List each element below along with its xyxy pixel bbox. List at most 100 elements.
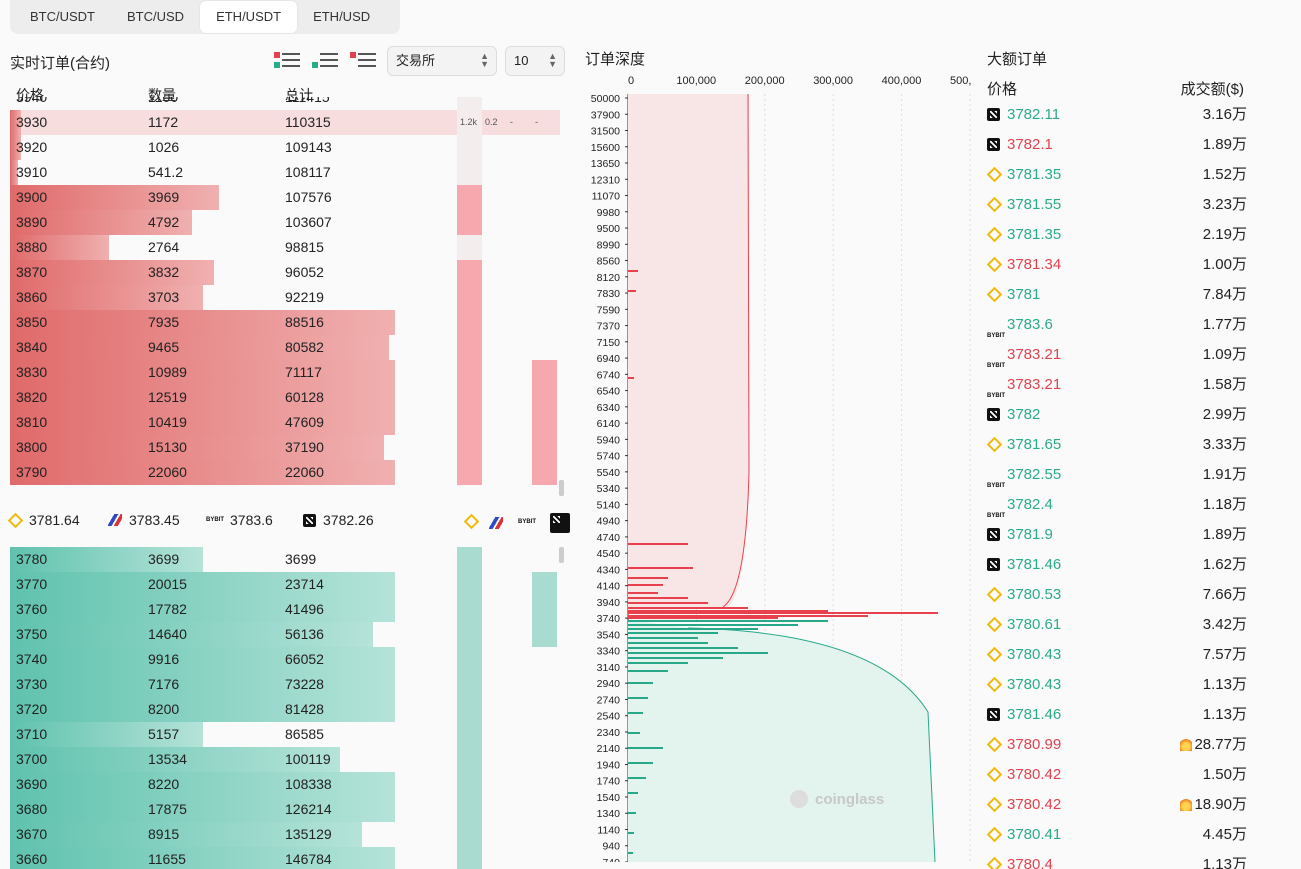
large-order-row[interactable]: 3781.55 3.23万: [986, 190, 1247, 220]
bid-row[interactable]: 3660 11655 146784: [10, 847, 560, 869]
amount-text: 1.13万: [1202, 856, 1247, 869]
bid-row[interactable]: 3780 3699 3699: [10, 547, 560, 572]
bid-depth-bar: [628, 670, 668, 672]
large-order-row[interactable]: 3781.9 1.89万: [987, 520, 1247, 550]
large-order-amount: 1.58万: [1203, 370, 1247, 400]
y-tick-label: 6340: [597, 402, 621, 414]
ask-row[interactable]: 3850 7935 88516: [10, 310, 560, 335]
ask-price: 3900: [16, 189, 48, 205]
coinbase-icon[interactable]: [489, 517, 503, 529]
ask-row[interactable]: 3920 1026 109143: [10, 135, 560, 160]
view-asks-icon[interactable]: [350, 50, 376, 70]
ask-row[interactable]: 3790 22060 22060: [10, 460, 560, 485]
ask-qty: 1026: [148, 139, 180, 155]
y-tick-label: 8120: [597, 272, 621, 284]
ask-row[interactable]: 3930 1172 110315 1.2k 0.2 - -: [10, 110, 560, 135]
view-bids-icon[interactable]: [312, 50, 338, 70]
bid-row[interactable]: 3680 17875 126214: [10, 797, 560, 822]
binance-icon[interactable]: [463, 513, 480, 530]
ask-row[interactable]: 3830 10989 71117: [10, 360, 560, 385]
ask-scrollbar[interactable]: [559, 480, 564, 496]
ask-row[interactable]: 3880 2764 98815: [10, 235, 560, 260]
bybit-icon[interactable]: BYBIT: [518, 519, 536, 525]
bid-total: 86585: [285, 726, 324, 742]
tab-btc-usdt[interactable]: BTC/USDT: [30, 9, 95, 24]
large-order-row[interactable]: 3781 7.84万: [986, 280, 1247, 310]
ask-history-cell: [532, 410, 557, 435]
amount-text: 1.89万: [1202, 136, 1247, 153]
bid-row[interactable]: 3690 8220 108338: [10, 772, 560, 797]
view-both-icon[interactable]: [274, 50, 300, 70]
ask-row[interactable]: 3940 1100 111415: [10, 97, 560, 110]
binance-icon: [986, 286, 1003, 303]
bid-row[interactable]: 3760 17782 41496: [10, 597, 560, 622]
bid-row[interactable]: 3770 20015 23714: [10, 572, 560, 597]
large-order-row[interactable]: 3780.4 1.13万: [986, 850, 1247, 869]
large-order-row[interactable]: BYBIT 3783.6 1.77万: [987, 310, 1247, 340]
bid-depth-bar: [628, 628, 758, 630]
tab-btc-usd[interactable]: BTC/USD: [127, 9, 185, 24]
tab-eth-usdt[interactable]: ETH/USDT: [200, 1, 298, 33]
large-order-price: 3782: [1007, 406, 1041, 423]
large-order-row[interactable]: 3780.43 7.57万: [986, 640, 1247, 670]
bid-depth-bar: [628, 792, 638, 794]
large-order-row[interactable]: 3782.1 1.89万: [987, 130, 1247, 160]
y-tick-label: 1740: [597, 776, 621, 788]
orderbook-title: 实时订单(合约): [10, 55, 110, 72]
exchange-select[interactable]: 交易所 ▲ ▼: [387, 46, 497, 76]
x-tick-label: 300,000: [813, 75, 853, 87]
ask-row[interactable]: 3900 3969 107576: [10, 185, 560, 210]
large-order-row[interactable]: 3781.35 2.19万: [986, 220, 1247, 250]
bid-row[interactable]: 3750 14640 56136: [10, 622, 560, 647]
exchange-filter: BYBIT: [463, 513, 577, 533]
bid-depth-bar: [628, 624, 798, 626]
bid-row[interactable]: 3700 13534 100119: [10, 747, 560, 772]
bid-row[interactable]: 3720 8200 81428: [10, 697, 560, 722]
ask-row[interactable]: 3910 541.2 108117: [10, 160, 560, 185]
large-order-row[interactable]: BYBIT 3783.21 1.09万: [987, 340, 1247, 370]
okx-icon[interactable]: [550, 513, 570, 533]
large-order-row[interactable]: 3780.41 4.45万: [986, 820, 1247, 850]
bid-scrollbar[interactable]: [559, 547, 564, 563]
ask-row[interactable]: 3890 4792 103607: [10, 210, 560, 235]
large-order-row[interactable]: 3782.11 3.16万: [987, 100, 1247, 130]
ask-row[interactable]: 3870 3832 96052: [10, 260, 560, 285]
ask-depth-bar: [10, 285, 203, 310]
bid-row[interactable]: 3730 7176 73228: [10, 672, 560, 697]
bid-row[interactable]: 3670 8915 135129: [10, 822, 560, 847]
large-order-row[interactable]: 3780.99 28.77万: [986, 730, 1247, 760]
ask-total: 108117: [285, 164, 331, 180]
large-order-row[interactable]: 3781.65 3.33万: [986, 430, 1247, 460]
tab-eth-usd[interactable]: ETH/USD: [313, 9, 371, 24]
ask-row[interactable]: 3840 9465 80582: [10, 335, 560, 360]
ask-row[interactable]: 3810 10419 47609: [10, 410, 560, 435]
ask-history-cell: [532, 360, 557, 385]
ask-row[interactable]: 3860 3703 92219: [10, 285, 560, 310]
large-order-row[interactable]: 3780.61 3.42万: [986, 610, 1247, 640]
bid-row[interactable]: 3740 9916 66052: [10, 647, 560, 672]
large-order-row[interactable]: 3781.46 1.13万: [987, 700, 1247, 730]
ticker-price: 3782.26: [323, 512, 374, 528]
amount-text: 1.18万: [1202, 496, 1247, 513]
large-order-row[interactable]: 3781.46 1.62万: [987, 550, 1247, 580]
bid-depth-bar: [10, 747, 340, 772]
ask-row[interactable]: 3820 12519 60128: [10, 385, 560, 410]
large-order-row[interactable]: 3782 2.99万: [987, 400, 1247, 430]
bid-history-cell: [457, 797, 482, 822]
amount-text: 2.19万: [1202, 226, 1247, 243]
large-order-row[interactable]: BYBIT 3783.21 1.58万: [987, 370, 1247, 400]
depth-select[interactable]: 10 ▲ ▼: [505, 46, 565, 76]
large-order-row[interactable]: 3780.53 7.66万: [986, 580, 1247, 610]
large-order-row[interactable]: 3781.34 1.00万: [986, 250, 1247, 280]
bid-row[interactable]: 3710 5157 86585: [10, 722, 560, 747]
large-order-row[interactable]: 3780.43 1.13万: [986, 670, 1247, 700]
large-order-row[interactable]: 3781.35 1.52万: [986, 160, 1247, 190]
ask-price: 3840: [16, 339, 48, 355]
large-order-row[interactable]: BYBIT 3782.4 1.18万: [987, 490, 1247, 520]
large-order-row[interactable]: 3780.42 1.50万: [986, 760, 1247, 790]
large-order-row[interactable]: 3780.42 18.90万: [986, 790, 1247, 820]
coinbase-icon: [108, 514, 122, 526]
large-order-row[interactable]: BYBIT 3782.55 1.91万: [987, 460, 1247, 490]
ask-row[interactable]: 3800 15130 37190: [10, 435, 560, 460]
y-tick-label: 3140: [597, 662, 621, 674]
